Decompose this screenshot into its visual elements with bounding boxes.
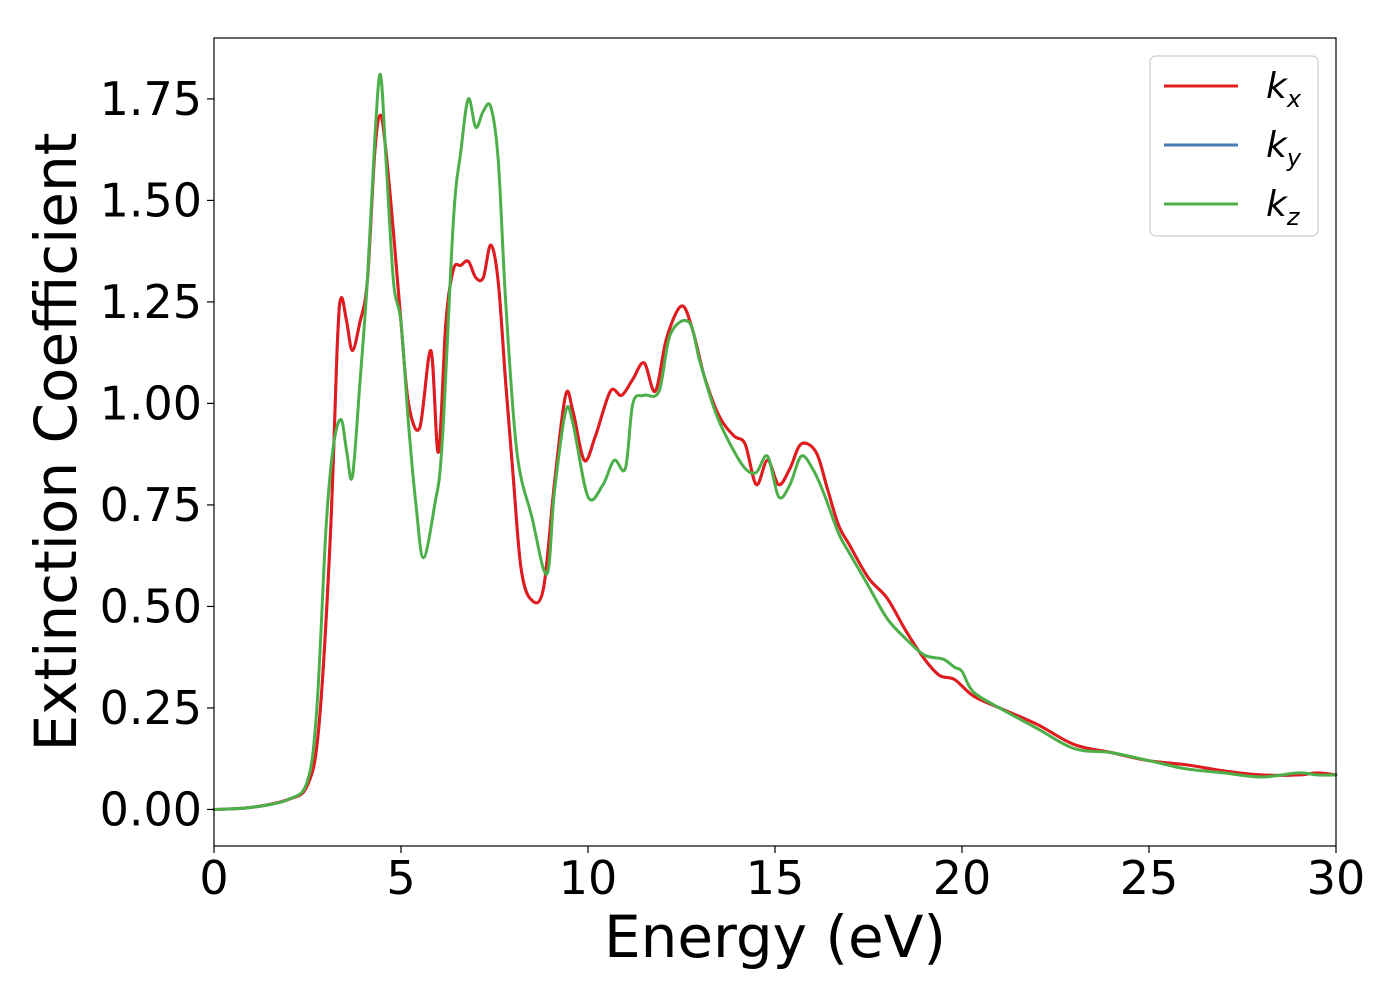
y-tick-label: 1.25	[100, 275, 202, 329]
y-tick-label: 1.00	[100, 376, 202, 430]
y-tick-label: 1.50	[100, 173, 202, 227]
y-tick-label: 0.25	[100, 681, 202, 735]
y-tick-label: 0.75	[100, 478, 202, 532]
legend-items: kx ky kz	[1164, 66, 1302, 231]
series-layer	[212, 72, 1338, 811]
legend-label-ky: ky	[1266, 125, 1302, 172]
series-line-kz	[212, 72, 1338, 811]
y-tick-label: 0.50	[100, 579, 202, 633]
y-axis-title: Extinction Coefficient	[22, 133, 90, 752]
x-tick-label: 10	[559, 851, 618, 905]
y-axis: 0.00 0.25 0.50 0.75 1.00 1.25 1.50 1.75	[100, 72, 214, 836]
x-tick-label: 0	[199, 851, 228, 905]
x-tick-label: 15	[746, 851, 805, 905]
x-tick-label: 25	[1120, 851, 1179, 905]
legend: kx ky kz	[1149, 55, 1319, 237]
x-axis-title: Energy (eV)	[604, 903, 946, 971]
x-tick-label: 5	[386, 851, 415, 905]
x-tick-label: 30	[1307, 851, 1366, 905]
x-axis: 0 5 10 15 20 25 30	[199, 846, 1365, 905]
x-tick-label: 20	[933, 851, 992, 905]
legend-label-kz: kz	[1266, 184, 1301, 231]
y-tick-label: 1.75	[100, 72, 202, 126]
y-tick-label: 0.00	[100, 782, 202, 836]
legend-label-kx: kx	[1266, 66, 1302, 113]
